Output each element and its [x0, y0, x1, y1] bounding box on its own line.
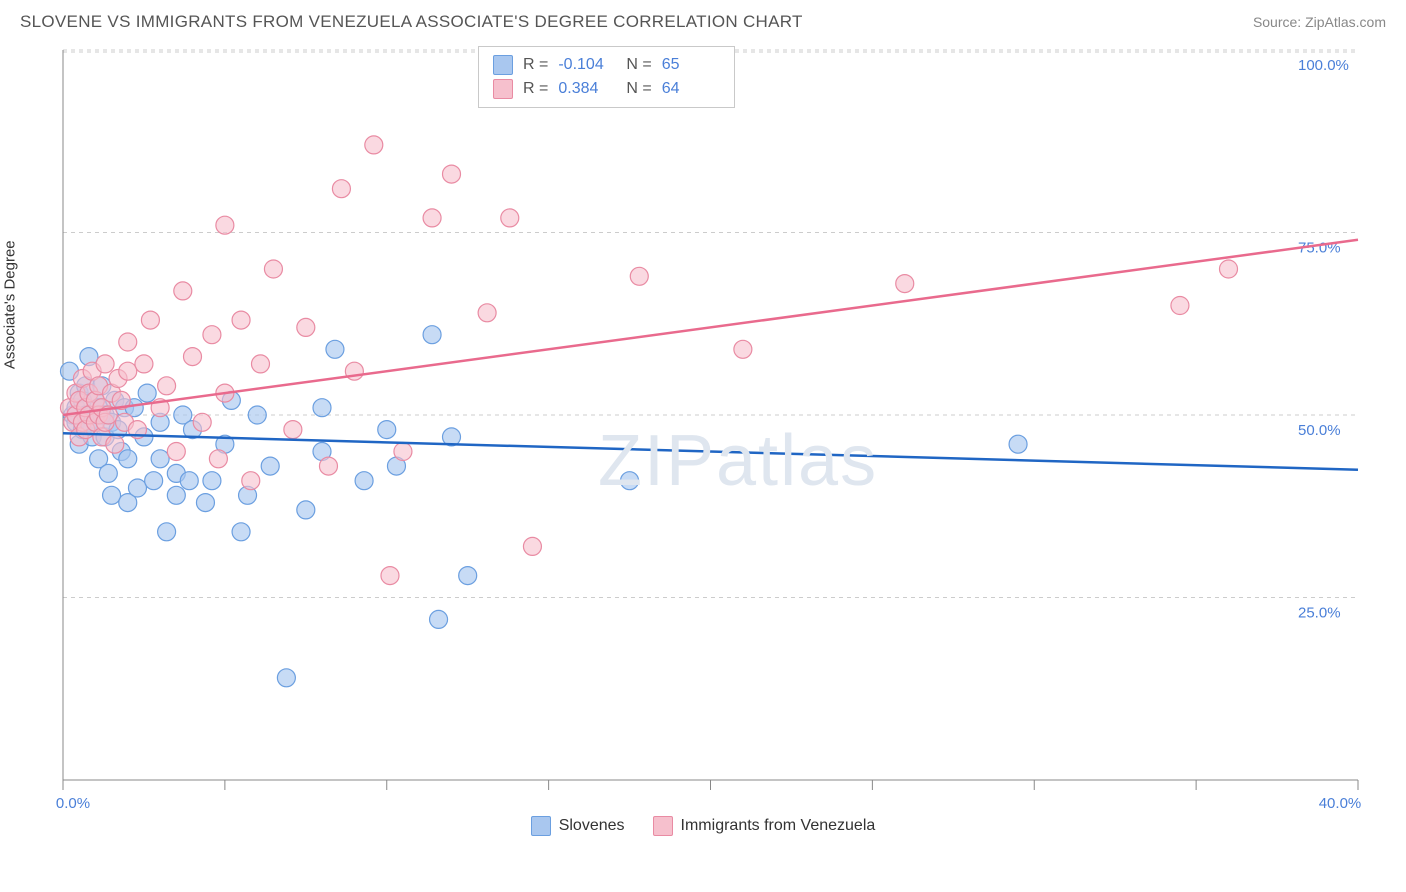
data-point: [209, 450, 227, 468]
data-point: [264, 260, 282, 278]
legend-swatch: [653, 816, 673, 836]
scatter-chart: 25.0%50.0%75.0%100.0%0.0%40.0%: [18, 40, 1368, 810]
r-value: -0.104: [558, 53, 616, 77]
data-point: [138, 384, 156, 402]
data-point: [459, 567, 477, 585]
source-label: Source: ZipAtlas.com: [1253, 14, 1386, 30]
data-point: [523, 537, 541, 555]
data-point: [145, 472, 163, 490]
n-label: N =: [626, 53, 651, 77]
data-point: [151, 450, 169, 468]
r-value: 0.384: [558, 77, 616, 101]
data-point: [158, 523, 176, 541]
legend-swatch: [493, 79, 513, 99]
trend-line: [63, 240, 1358, 415]
data-point: [326, 340, 344, 358]
page-title: SLOVENE VS IMMIGRANTS FROM VENEZUELA ASS…: [20, 12, 803, 32]
data-point: [158, 377, 176, 395]
x-tick-label: 0.0%: [56, 795, 90, 810]
data-point: [313, 399, 331, 417]
data-point: [141, 311, 159, 329]
legend-item: Immigrants from Venezuela: [653, 816, 876, 836]
data-point: [430, 610, 448, 628]
data-point: [248, 406, 266, 424]
data-point: [167, 486, 185, 504]
data-point: [355, 472, 373, 490]
data-point: [216, 216, 234, 234]
data-point: [501, 209, 519, 227]
data-point: [135, 355, 153, 373]
data-point: [381, 567, 399, 585]
data-point: [184, 348, 202, 366]
data-point: [99, 464, 117, 482]
data-point: [423, 326, 441, 344]
chart-area: Associate's Degree 25.0%50.0%75.0%100.0%…: [18, 40, 1388, 810]
legend-series: Slovenes Immigrants from Venezuela: [0, 816, 1406, 836]
n-label: N =: [626, 77, 651, 101]
data-point: [297, 318, 315, 336]
data-point: [242, 472, 260, 490]
data-point: [174, 282, 192, 300]
data-point: [119, 333, 137, 351]
legend-label: Immigrants from Venezuela: [681, 817, 876, 835]
data-point: [332, 180, 350, 198]
data-point: [96, 355, 114, 373]
data-point: [319, 457, 337, 475]
legend-swatch: [493, 55, 513, 75]
data-point: [1220, 260, 1238, 278]
data-point: [378, 421, 396, 439]
data-point: [630, 267, 648, 285]
legend-stats: R = -0.104 N = 65 R = 0.384 N = 64: [478, 46, 735, 108]
data-point: [232, 523, 250, 541]
data-point: [119, 450, 137, 468]
data-point: [734, 340, 752, 358]
data-point: [232, 311, 250, 329]
x-tick-label: 40.0%: [1319, 795, 1362, 810]
data-point: [1009, 435, 1027, 453]
y-tick-label: 25.0%: [1298, 605, 1341, 622]
data-point: [297, 501, 315, 519]
r-label: R =: [523, 53, 548, 77]
y-axis-label: Associate's Degree: [2, 240, 19, 369]
data-point: [193, 413, 211, 431]
n-value: 65: [662, 53, 720, 77]
data-point: [103, 486, 121, 504]
data-point: [423, 209, 441, 227]
data-point: [119, 362, 137, 380]
y-tick-label: 50.0%: [1298, 422, 1341, 439]
data-point: [1171, 297, 1189, 315]
data-point: [128, 479, 146, 497]
legend-item: Slovenes: [531, 816, 625, 836]
data-point: [106, 435, 124, 453]
data-point: [365, 136, 383, 154]
n-value: 64: [662, 77, 720, 101]
legend-swatch: [531, 816, 551, 836]
data-point: [394, 443, 412, 461]
y-tick-label: 100.0%: [1298, 57, 1349, 74]
trend-line: [63, 433, 1358, 470]
header: SLOVENE VS IMMIGRANTS FROM VENEZUELA ASS…: [0, 0, 1406, 40]
legend-stat-row: R = -0.104 N = 65: [493, 53, 720, 77]
data-point: [284, 421, 302, 439]
data-point: [621, 472, 639, 490]
data-point: [443, 165, 461, 183]
data-point: [196, 494, 214, 512]
legend-label: Slovenes: [559, 817, 625, 835]
data-point: [896, 275, 914, 293]
data-point: [203, 472, 221, 490]
data-point: [277, 669, 295, 687]
legend-stat-row: R = 0.384 N = 64: [493, 77, 720, 101]
data-point: [180, 472, 198, 490]
data-point: [203, 326, 221, 344]
data-point: [251, 355, 269, 373]
data-point: [261, 457, 279, 475]
data-point: [478, 304, 496, 322]
r-label: R =: [523, 77, 548, 101]
data-point: [167, 443, 185, 461]
